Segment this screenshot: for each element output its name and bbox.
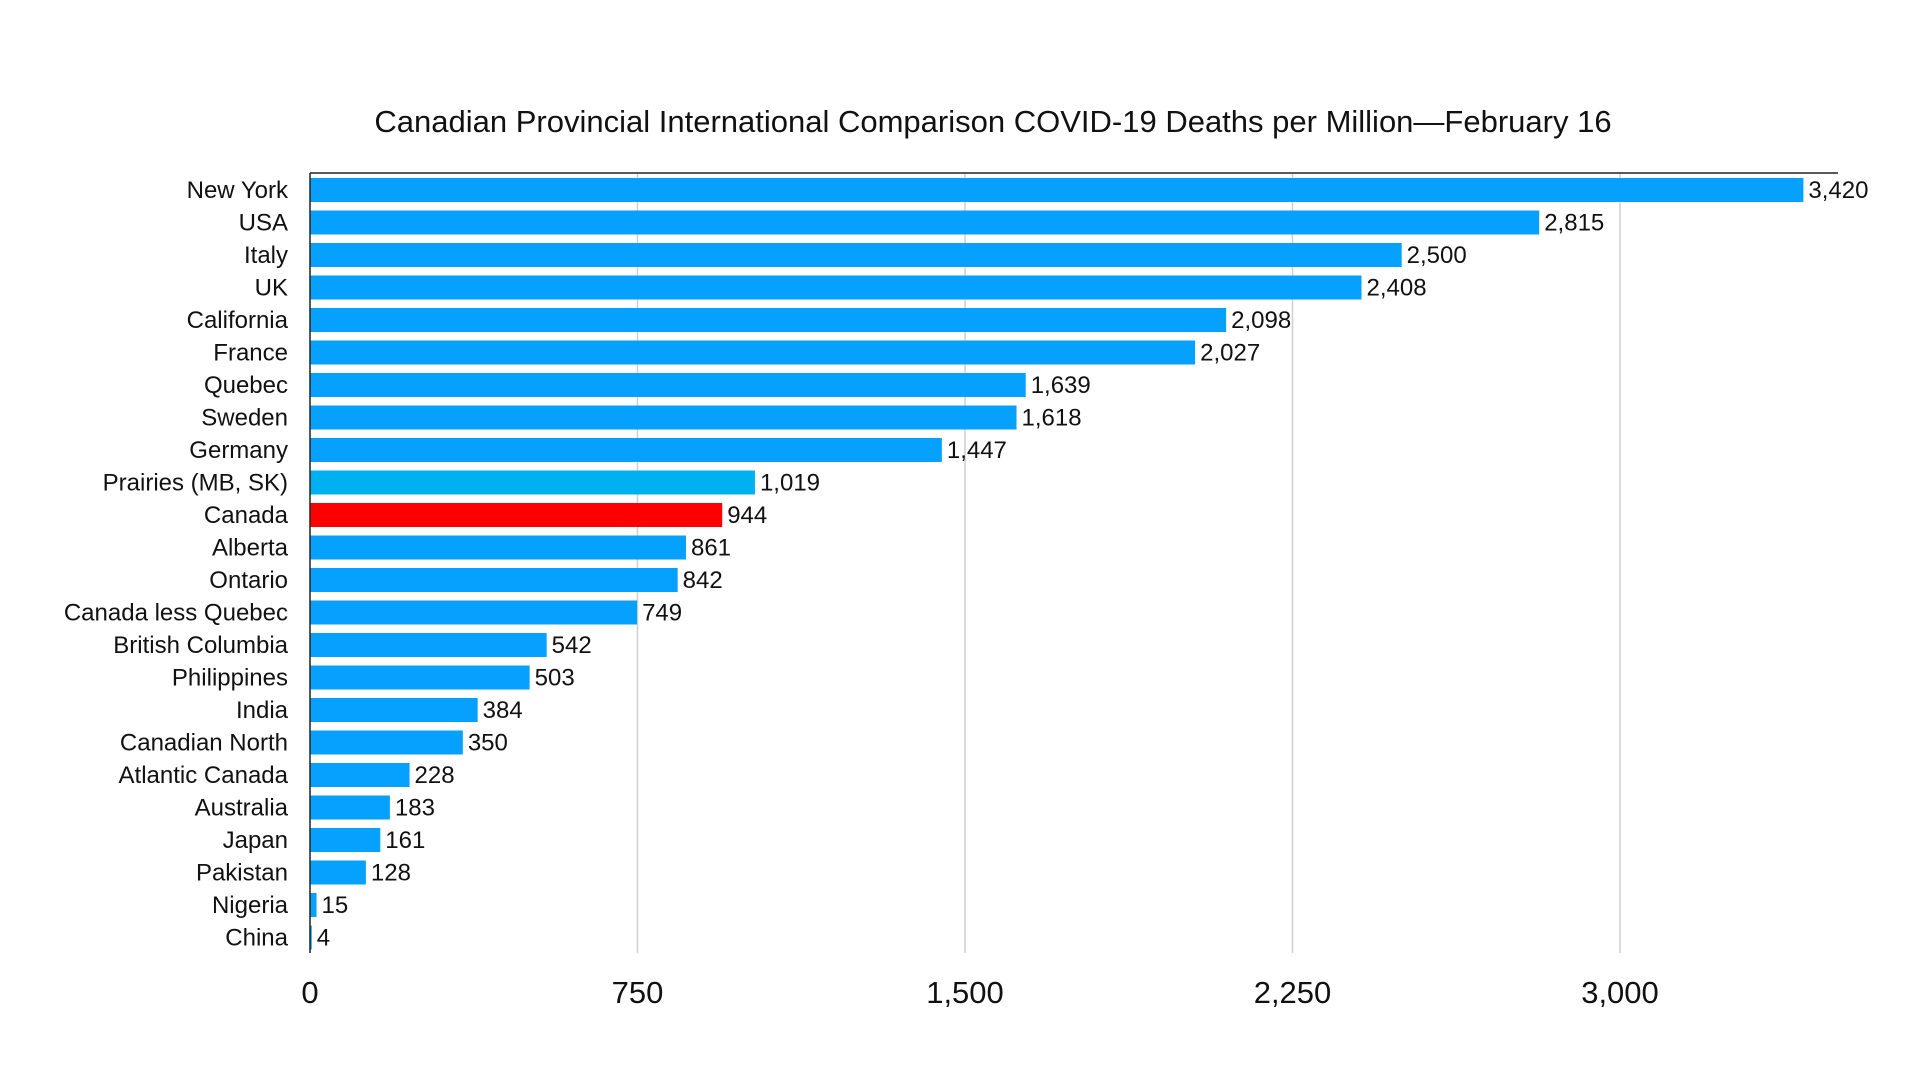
- category-labels: New York USA Italy UK California France Quebec…: [64, 177, 289, 952]
- value-label-philippines: 503: [535, 665, 575, 692]
- value-label-sweden: 1,618: [1022, 405, 1082, 432]
- bar-india: [310, 698, 478, 722]
- x-axis-tick-labels: 0 750 1,500 2,250 3,000: [301, 975, 1658, 1010]
- category-label-canadian-north: Canadian North: [120, 730, 288, 757]
- bar-canada-less-quebec: [310, 600, 638, 625]
- value-label-australia: 183: [395, 795, 435, 822]
- category-label-sweden: Sweden: [201, 405, 288, 432]
- value-label-alberta: 861: [691, 535, 731, 562]
- x-tick-label-0: 0: [301, 975, 318, 1010]
- category-label-quebec: Quebec: [204, 372, 288, 399]
- value-label-nigeria: 15: [322, 892, 349, 919]
- value-label-france: 2,027: [1200, 340, 1260, 367]
- value-label-india: 384: [483, 697, 523, 724]
- category-label-california: California: [187, 307, 289, 334]
- bar-france: [310, 340, 1196, 365]
- category-label-usa: USA: [239, 210, 288, 237]
- bar-new-york: [310, 178, 1804, 202]
- value-label-italy: 2,500: [1407, 242, 1467, 269]
- x-tick-label-3-000: 3,000: [1581, 975, 1659, 1010]
- category-label-canada-less-quebec: Canada less Quebec: [64, 600, 288, 627]
- value-label-quebec: 1,639: [1031, 372, 1091, 399]
- value-label-germany: 1,447: [947, 437, 1007, 464]
- bar-italy: [310, 243, 1402, 267]
- value-label-atlantic-canada: 228: [415, 762, 455, 789]
- bar-california: [310, 308, 1227, 332]
- value-label-canada: 944: [727, 502, 767, 529]
- category-label-uk: UK: [255, 275, 288, 302]
- bar-australia: [310, 795, 390, 820]
- bar-prairies-mb-sk: [310, 470, 755, 495]
- bars: [310, 178, 1804, 950]
- bar-ontario: [310, 568, 678, 592]
- category-label-new-york: New York: [187, 177, 289, 204]
- category-label-italy: Italy: [244, 242, 288, 269]
- chart-title: Canadian Provincial International Compar…: [374, 104, 1611, 139]
- value-label-pakistan: 128: [371, 860, 411, 887]
- bar-japan: [310, 828, 381, 852]
- category-label-atlantic-canada: Atlantic Canada: [119, 762, 289, 789]
- category-label-germany: Germany: [189, 437, 288, 464]
- bar-philippines: [310, 665, 530, 690]
- value-label-canadian-north: 350: [468, 730, 508, 757]
- category-label-alberta: Alberta: [212, 535, 289, 562]
- bar-china: [310, 925, 312, 950]
- bar-atlantic-canada: [310, 763, 410, 787]
- value-label-prairies-mb-sk: 1,019: [760, 470, 820, 497]
- value-label-usa: 2,815: [1544, 210, 1604, 237]
- value-label-china: 4: [317, 925, 330, 952]
- category-label-nigeria: Nigeria: [212, 892, 289, 919]
- category-label-india: India: [236, 697, 289, 724]
- value-label-california: 2,098: [1231, 307, 1291, 334]
- value-label-uk: 2,408: [1366, 275, 1426, 302]
- value-label-japan: 161: [385, 827, 425, 854]
- bar-alberta: [310, 535, 686, 560]
- value-label-british-columbia: 542: [552, 632, 592, 659]
- category-label-japan: Japan: [223, 827, 288, 854]
- bar-pakistan: [310, 860, 366, 885]
- category-label-france: France: [213, 340, 288, 367]
- bar-usa: [310, 210, 1540, 235]
- category-label-philippines: Philippines: [172, 665, 288, 692]
- value-labels: 3,420 2,815 2,500 2,408 2,098 2,027 1,639 1,618…: [317, 177, 1869, 952]
- category-label-prairies-mb-sk: Prairies (MB, SK): [103, 470, 288, 497]
- category-label-china: China: [225, 925, 288, 952]
- value-label-ontario: 842: [683, 567, 723, 594]
- bar-sweden: [310, 405, 1017, 430]
- bar-canadian-north: [310, 730, 463, 755]
- bar-nigeria: [310, 893, 317, 917]
- bar-canada: [310, 503, 723, 527]
- bar-uk: [310, 275, 1362, 300]
- bar-quebec: [310, 373, 1026, 397]
- category-label-australia: Australia: [195, 795, 289, 822]
- category-label-canada: Canada: [204, 502, 289, 529]
- bar-germany: [310, 438, 942, 462]
- value-label-canada-less-quebec: 749: [642, 600, 682, 627]
- value-label-new-york: 3,420: [1808, 177, 1868, 204]
- category-label-pakistan: Pakistan: [196, 860, 288, 887]
- gridlines: [310, 172, 1838, 953]
- category-label-british-columbia: British Columbia: [113, 632, 288, 659]
- x-tick-label-2-250: 2,250: [1254, 975, 1332, 1010]
- x-tick-label-1-500: 1,500: [926, 975, 1004, 1010]
- bar-british-columbia: [310, 633, 547, 657]
- category-label-ontario: Ontario: [209, 567, 288, 594]
- x-tick-label-750: 750: [612, 975, 664, 1010]
